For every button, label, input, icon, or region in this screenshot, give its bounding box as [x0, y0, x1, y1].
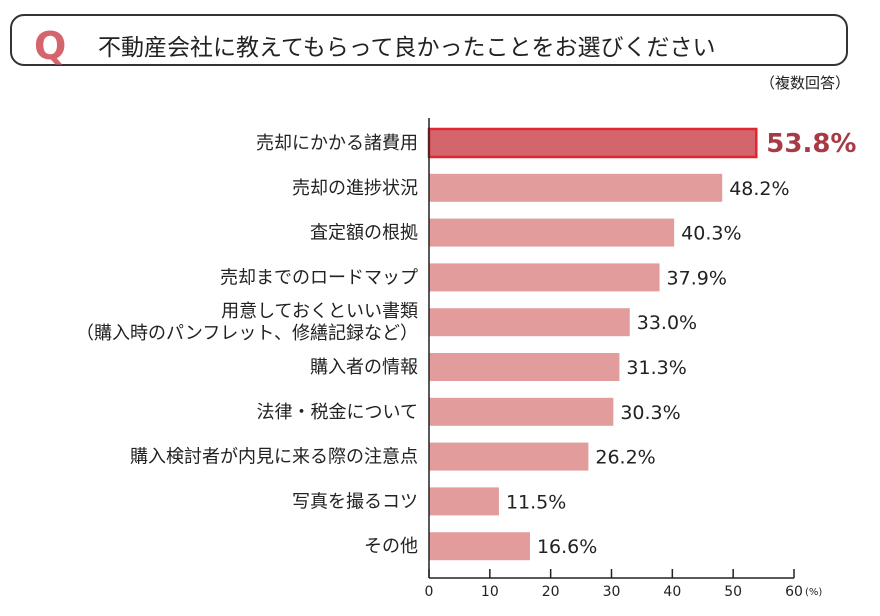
- q-mark: Q: [34, 24, 67, 68]
- bar: [429, 353, 620, 381]
- bar: [429, 218, 675, 247]
- category-label: 購入者の情報: [310, 357, 418, 378]
- question-text: 不動産会社に教えてもらって良かったことをお選びください: [98, 35, 716, 61]
- bar: [429, 263, 660, 292]
- category-label: 査定額の根拠: [310, 223, 418, 244]
- category-label: 用意しておくといい書類: [221, 301, 418, 322]
- category-label: 売却にかかる諸費用: [256, 133, 418, 154]
- value-label: 30.3%: [620, 402, 680, 424]
- category-label: その他: [364, 536, 418, 557]
- x-tick-label: 60: [785, 584, 803, 600]
- x-tick-label: 0: [425, 584, 434, 600]
- bar: [429, 173, 723, 202]
- value-label: 26.2%: [595, 447, 655, 469]
- bar: [429, 308, 630, 337]
- x-tick-label: 30: [603, 584, 621, 600]
- category-label: 売却の進捗状況: [292, 178, 418, 199]
- x-tick-label: 40: [663, 584, 681, 600]
- bar: [427, 127, 758, 159]
- x-tick-label: 10: [481, 584, 499, 600]
- x-tick-label: 20: [542, 584, 560, 600]
- value-label: 11.5%: [506, 491, 566, 513]
- x-tick-label: 50: [724, 584, 742, 600]
- value-label: 31.3%: [626, 357, 686, 379]
- category-label: 写真を撮るコツ: [292, 491, 418, 512]
- value-label: 37.9%: [667, 267, 727, 289]
- category-label: 売却までのロードマップ: [220, 267, 418, 288]
- bar: [429, 397, 614, 426]
- value-label: 48.2%: [729, 178, 789, 200]
- bar: [429, 442, 589, 471]
- category-label: 法律・税金について: [257, 402, 418, 423]
- question-box: Q 不動産会社に教えてもらって良かったことをお選びください: [10, 14, 848, 68]
- category-label: 購入検討者が内見に来る際の注意点: [130, 447, 418, 468]
- bar: [429, 487, 499, 516]
- multiple-answer-note: （複数回答）: [759, 74, 850, 92]
- value-label: 33.0%: [637, 312, 697, 334]
- value-label: 53.8%: [766, 129, 856, 159]
- bar: [429, 532, 530, 561]
- value-label: 16.6%: [537, 536, 597, 558]
- x-unit-label: (%): [805, 587, 822, 598]
- category-label: （購入時のパンフレット、修繕記録など）: [76, 323, 418, 344]
- value-label: 40.3%: [681, 223, 741, 245]
